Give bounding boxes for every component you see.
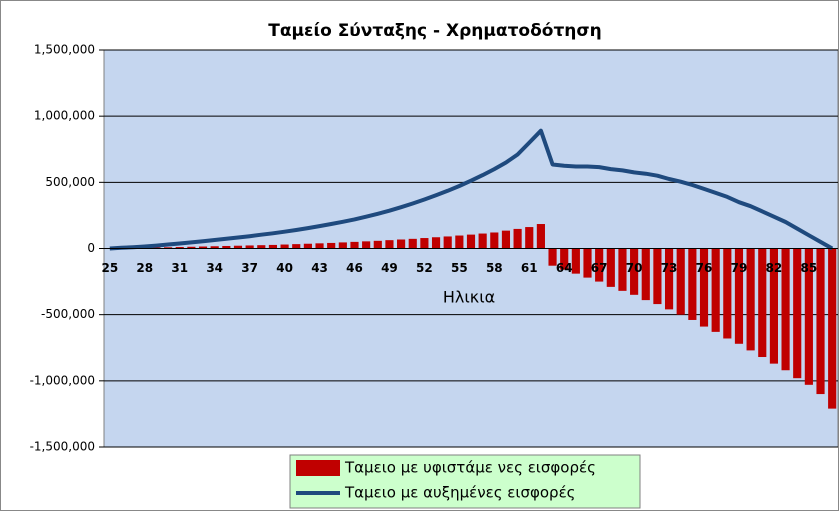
- x-tick-label: 70: [626, 261, 643, 275]
- bar: [338, 242, 347, 249]
- bar: [315, 243, 324, 249]
- bar: [362, 241, 371, 249]
- bar: [501, 230, 511, 249]
- bar: [793, 248, 802, 379]
- x-tick-label: 85: [801, 261, 818, 275]
- bar: [245, 245, 254, 249]
- bar: [397, 239, 406, 249]
- y-tick-label: 500,000: [45, 175, 95, 189]
- y-tick-label: 0: [87, 241, 95, 255]
- x-tick-label: 37: [241, 261, 258, 275]
- x-tick-label: 31: [171, 261, 188, 275]
- x-tick-label: 55: [451, 261, 468, 275]
- bar: [210, 246, 219, 249]
- x-axis-title: Ηλικια: [443, 288, 495, 307]
- x-tick-label: 52: [416, 261, 433, 275]
- y-tick-label: -1,500,000: [30, 440, 95, 454]
- x-tick-label: 46: [346, 261, 363, 275]
- bar: [571, 248, 580, 274]
- bar: [769, 248, 778, 364]
- y-tick-label: 1,500,000: [34, 43, 95, 57]
- bar: [373, 240, 382, 249]
- y-tick-label: -1,000,000: [30, 373, 95, 387]
- bar: [152, 247, 161, 249]
- bar: [758, 248, 767, 358]
- bar: [664, 248, 674, 310]
- bar: [420, 238, 429, 249]
- bar: [478, 233, 487, 249]
- x-tick-label: 64: [556, 261, 573, 275]
- bar: [350, 241, 359, 249]
- bar: [268, 244, 278, 249]
- bar: [455, 235, 464, 249]
- bar: [490, 232, 499, 249]
- bar: [164, 247, 173, 249]
- bar: [525, 227, 534, 249]
- bar: [618, 248, 627, 291]
- bar: [536, 224, 545, 249]
- bar: [653, 248, 662, 305]
- bar: [630, 248, 639, 295]
- x-tick-label: 58: [486, 261, 503, 275]
- bar: [711, 248, 720, 332]
- x-tick-label: 49: [381, 261, 398, 275]
- bar: [606, 248, 615, 287]
- legend: [289, 454, 641, 509]
- line-series: [109, 128, 834, 251]
- bar: [257, 245, 266, 249]
- bar: [560, 248, 569, 270]
- legend-label: Ταμειο με υφιστάμε νες εισφορές: [344, 459, 596, 477]
- bar: [303, 243, 312, 249]
- bar: [641, 248, 650, 301]
- bar: [595, 248, 604, 282]
- bar: [513, 228, 522, 249]
- bar: [723, 248, 732, 339]
- bar: [327, 242, 336, 249]
- x-tick-label: 25: [101, 261, 118, 275]
- bar: [443, 236, 452, 249]
- bar: [816, 248, 825, 395]
- bar: [222, 245, 231, 249]
- legend-swatch: [296, 460, 340, 476]
- bar: [198, 246, 208, 249]
- bar: [431, 237, 441, 249]
- bar: [408, 238, 417, 249]
- bar: [828, 248, 837, 409]
- y-tick-label: -500,000: [41, 307, 95, 321]
- y-tick-label: 1,000,000: [34, 109, 95, 123]
- x-tick-label: 67: [591, 261, 608, 275]
- bar: [688, 248, 697, 320]
- bar: [676, 248, 685, 315]
- bar: [781, 248, 790, 371]
- bar: [746, 248, 755, 351]
- bar: [466, 234, 476, 249]
- x-tick-label: 79: [731, 261, 748, 275]
- bar: [804, 248, 813, 385]
- bar: [385, 240, 394, 249]
- bar: [548, 248, 557, 266]
- x-tick-label: 28: [136, 261, 153, 275]
- bar: [233, 245, 243, 249]
- x-tick-label: 76: [696, 261, 713, 275]
- bar: [583, 248, 592, 278]
- bar: [187, 246, 196, 249]
- bar: [734, 248, 744, 344]
- bar: [292, 244, 301, 249]
- x-tick-label: 40: [276, 261, 293, 275]
- bar: [280, 244, 289, 249]
- chart-title: Ταμείο Σύνταξης - Χρηματοδότηση: [268, 21, 602, 41]
- x-tick-label: 43: [311, 261, 328, 275]
- x-tick-label: 82: [766, 261, 783, 275]
- x-tick-label: 34: [206, 261, 223, 275]
- x-tick-label: 73: [661, 261, 678, 275]
- bar: [175, 247, 184, 249]
- bar: [699, 248, 709, 327]
- x-tick-label: 61: [521, 261, 538, 275]
- legend-label: Ταμειο με αυξημένες εισφορές: [344, 484, 576, 502]
